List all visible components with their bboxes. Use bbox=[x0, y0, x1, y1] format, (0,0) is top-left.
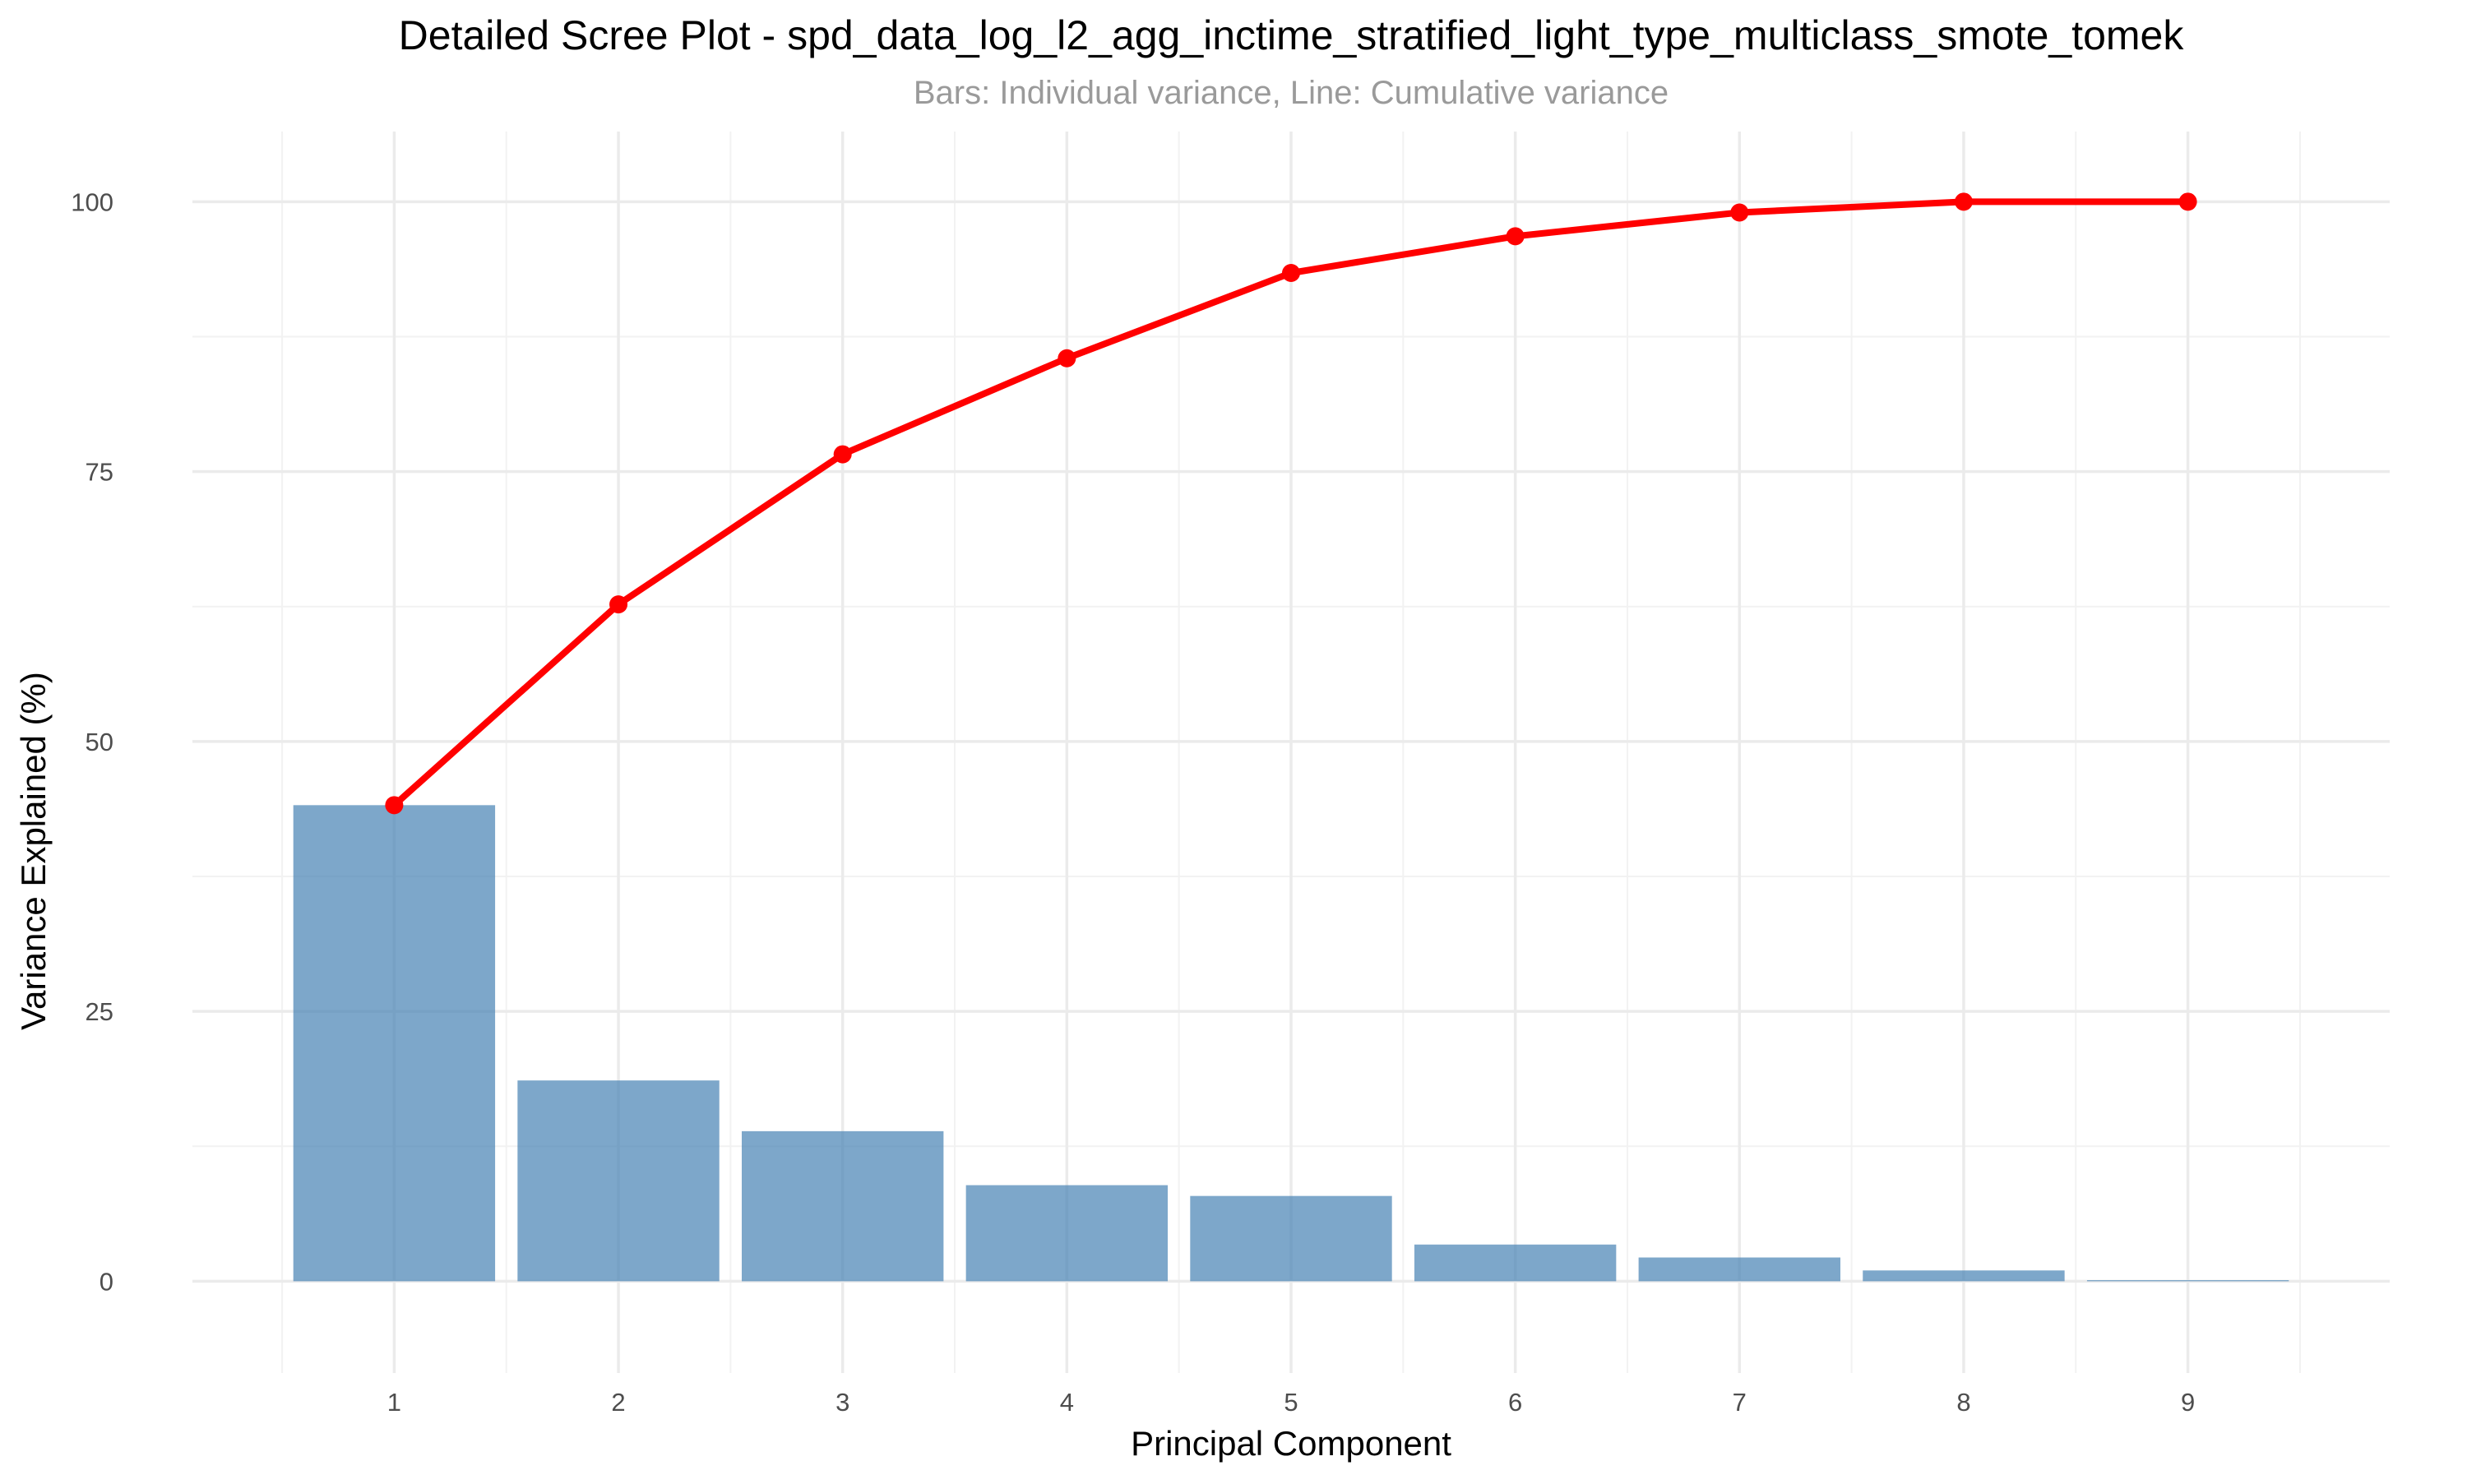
cumulative-point-pc-4 bbox=[1058, 349, 1076, 368]
bar-pc-2 bbox=[517, 1080, 720, 1282]
cumulative-line-series bbox=[385, 192, 2197, 815]
x-axis-ticks: 1 2 3 4 5 6 7 8 9 bbox=[387, 1388, 2195, 1417]
bar-series bbox=[293, 805, 2289, 1282]
bar-pc-8 bbox=[1863, 1270, 2065, 1282]
x-tick-label: 4 bbox=[1060, 1388, 1074, 1417]
cumulative-point-pc-6 bbox=[1506, 227, 1525, 246]
x-tick-label: 8 bbox=[1956, 1388, 1970, 1417]
y-tick-label: 75 bbox=[86, 458, 113, 487]
x-tick-label: 1 bbox=[387, 1388, 401, 1417]
cumulative-point-pc-2 bbox=[609, 595, 628, 614]
x-tick-label: 6 bbox=[1508, 1388, 1522, 1417]
cumulative-point-pc-1 bbox=[385, 796, 404, 815]
bar-pc-3 bbox=[742, 1130, 944, 1282]
cumulative-point-pc-3 bbox=[833, 445, 852, 464]
x-tick-label: 9 bbox=[2181, 1388, 2195, 1417]
y-tick-label: 0 bbox=[100, 1267, 113, 1296]
x-tick-label: 7 bbox=[1733, 1388, 1747, 1417]
bar-pc-5 bbox=[1190, 1195, 1392, 1282]
cumulative-point-pc-7 bbox=[1730, 203, 1749, 222]
y-tick-label: 100 bbox=[71, 187, 113, 216]
x-axis-title: Principal Component bbox=[1131, 1424, 1451, 1463]
chart-subtitle: Bars: Individual variance, Line: Cumulat… bbox=[914, 75, 1669, 111]
chart-title: Detailed Scree Plot - spd_data_log_l2_ag… bbox=[399, 12, 2185, 58]
x-tick-label: 5 bbox=[1284, 1388, 1298, 1417]
bar-pc-1 bbox=[293, 805, 496, 1282]
bar-pc-9 bbox=[2086, 1280, 2289, 1282]
y-axis-title: Variance Explained (%) bbox=[14, 672, 53, 1030]
cumulative-point-pc-9 bbox=[2178, 192, 2197, 211]
y-axis-ticks: 0 25 50 75 100 bbox=[71, 187, 113, 1296]
bar-pc-7 bbox=[1638, 1257, 1840, 1282]
bar-pc-4 bbox=[965, 1185, 1169, 1282]
cumulative-point-pc-8 bbox=[1954, 192, 1973, 211]
y-tick-label: 25 bbox=[86, 997, 113, 1026]
bar-pc-6 bbox=[1414, 1244, 1617, 1282]
y-tick-label: 50 bbox=[86, 728, 113, 756]
x-tick-label: 3 bbox=[835, 1388, 849, 1417]
cumulative-point-pc-5 bbox=[1282, 264, 1300, 283]
x-tick-label: 2 bbox=[611, 1388, 625, 1417]
